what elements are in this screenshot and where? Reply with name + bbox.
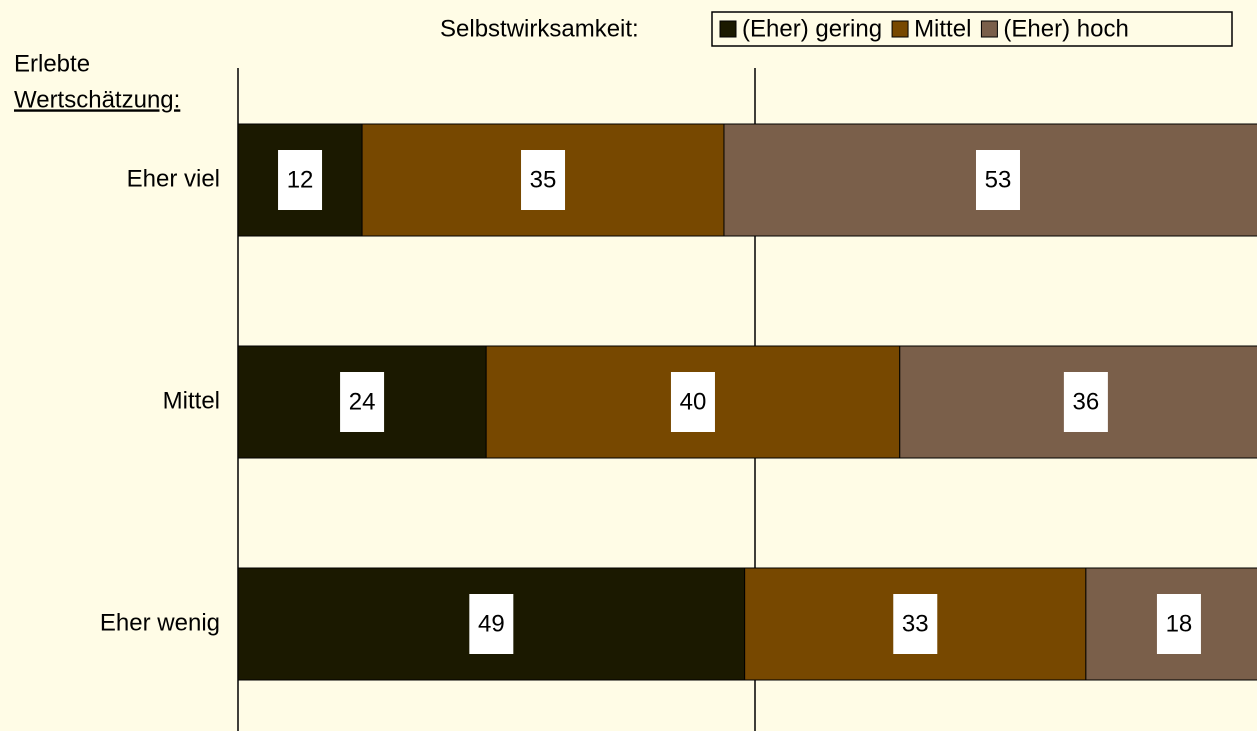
data-label: 33 (902, 610, 929, 637)
data-label: 36 (1073, 388, 1100, 415)
legend-label: (Eher) gering (742, 15, 882, 42)
data-label: 53 (985, 166, 1012, 193)
data-label-box (521, 150, 566, 210)
data-label-box (469, 594, 514, 654)
data-label: 49 (478, 610, 505, 637)
data-label: 18 (1166, 610, 1193, 637)
y-tick-label: Eher viel (127, 165, 220, 192)
data-label: 12 (287, 166, 314, 193)
legend-swatch (719, 20, 737, 38)
legend-swatch (891, 20, 909, 38)
legend-box (711, 11, 1233, 47)
legend-title: Selbstwirksamkeit: (440, 15, 639, 42)
y-axis-title: Erlebte (14, 50, 90, 77)
data-label-box (975, 150, 1020, 210)
y-axis-title: Wertschätzung: (14, 86, 180, 113)
data-label: 40 (680, 388, 707, 415)
data-label-box (670, 372, 715, 432)
data-label-box (893, 594, 938, 654)
data-label: 35 (530, 166, 557, 193)
data-label-box (1063, 372, 1108, 432)
data-label-box (1156, 594, 1201, 654)
y-tick-label: Eher wenig (100, 609, 220, 636)
legend-swatch (980, 20, 998, 38)
data-label-box (340, 372, 385, 432)
legend-label: Mittel (914, 15, 971, 42)
legend-label: (Eher) hoch (1003, 15, 1128, 42)
y-tick-label: Mittel (163, 387, 220, 414)
data-label-box (278, 150, 323, 210)
data-label: 24 (349, 388, 376, 415)
